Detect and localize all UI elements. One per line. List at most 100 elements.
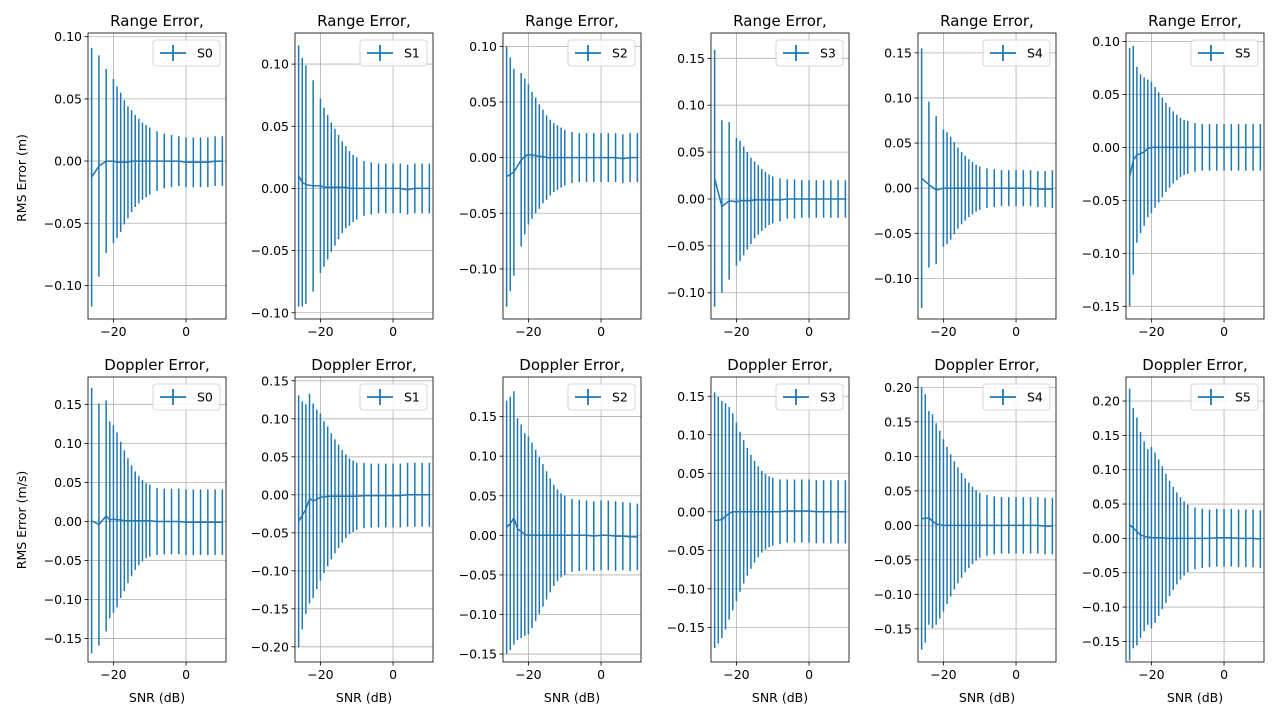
legend: S2 (567, 39, 636, 67)
legend: S1 (359, 39, 428, 67)
subplot-5: −20 0 −0.15 −0.10 −0.05 0.00 0.05 0.10 Range Err… (1082, 12, 1265, 339)
chart-title: Range Error, (1148, 12, 1242, 30)
x-axis-label: SNR (dB) (544, 690, 600, 705)
x-tick-label: −20 (515, 324, 541, 339)
x-axis-label: SNR (dB) (129, 690, 185, 705)
y-tick-label: 0.05 (261, 449, 289, 464)
legend-box (1190, 383, 1259, 411)
y-tick-label: 0.05 (1092, 497, 1120, 512)
axes-frame (917, 32, 1057, 320)
y-tick-label: −0.10 (667, 581, 705, 596)
y-tick-label: 0.10 (469, 39, 497, 54)
legend-box (567, 383, 636, 411)
x-tick-label: −20 (723, 667, 749, 682)
axes-frame (1125, 32, 1265, 320)
subplot-2: −20 0 −0.10 −0.05 0.00 0.05 0.10 Range Error, S2 (459, 12, 642, 339)
subplot-7: −20 0 −0.20 −0.15 −0.10 −0.05 0.00 0.05 0.10 0.15… (251, 356, 434, 705)
y-tick-label: 0.00 (1092, 140, 1120, 155)
legend-box (775, 383, 844, 411)
y-tick-label: −0.05 (251, 525, 289, 540)
legend: S5 (1190, 39, 1259, 67)
y-tick-label: 0.05 (469, 94, 497, 109)
y-tick-label: −0.10 (667, 285, 705, 300)
y-tick-label: 0.05 (54, 91, 82, 106)
y-tick-label: −0.10 (251, 305, 289, 320)
legend-label: S4 (1027, 390, 1043, 405)
x-tick-label: 0 (182, 324, 190, 339)
y-tick-label: 0.10 (469, 449, 497, 464)
y-tick-label: −0.05 (1082, 193, 1120, 208)
chart-title: Range Error, (733, 12, 827, 30)
series-line-S4 (921, 177, 1053, 191)
x-tick-label: −20 (723, 324, 749, 339)
y-tick-label: 0.00 (469, 150, 497, 165)
chart-title: Range Error, (110, 12, 204, 30)
legend: S1 (359, 383, 428, 411)
axes-frame (87, 32, 227, 320)
x-tick-label: −20 (1138, 324, 1164, 339)
y-tick-label: −0.10 (1082, 246, 1120, 261)
y-tick-label: −0.15 (1082, 299, 1120, 314)
y-tick-label: 0.05 (54, 475, 82, 490)
y-tick-label: 0.20 (884, 380, 912, 395)
legend: S2 (567, 383, 636, 411)
y-tick-label: 0.20 (1092, 394, 1120, 409)
y-tick-label: 0.00 (677, 191, 705, 206)
legend-label: S3 (820, 390, 836, 405)
x-tick-label: 0 (1220, 667, 1228, 682)
y-tick-label: 0.10 (884, 449, 912, 464)
y-tick-label: 0.05 (261, 119, 289, 134)
y-tick-label: 0.10 (677, 427, 705, 442)
y-tick-label: −0.05 (667, 238, 705, 253)
y-axis-label-doppler: RMS Error (m/s) (14, 471, 29, 569)
y-tick-label: −0.10 (459, 607, 497, 622)
y-tick-label: 0.15 (469, 409, 497, 424)
chart-title: Doppler Error, (104, 356, 209, 374)
y-tick-label: 0.00 (884, 181, 912, 196)
y-tick-label: 0.05 (1092, 87, 1120, 102)
axes-frame (87, 376, 227, 663)
y-tick-label: 0.00 (884, 518, 912, 533)
y-tick-label: 0.15 (677, 51, 705, 66)
y-tick-label: −0.10 (459, 261, 497, 276)
y-tick-label: −0.05 (44, 216, 82, 231)
chart-title: Doppler Error, (727, 356, 832, 374)
legend-box (152, 39, 221, 67)
chart-title: Range Error, (317, 12, 411, 30)
y-tick-label: −0.05 (1082, 565, 1120, 580)
legend-label: S5 (1235, 390, 1251, 405)
y-tick-label: −0.15 (44, 631, 82, 646)
axes-frame (710, 376, 850, 663)
legend-label: S0 (197, 46, 213, 61)
y-tick-label: −0.15 (251, 601, 289, 616)
x-tick-label: −20 (515, 667, 541, 682)
x-tick-label: 0 (1220, 324, 1228, 339)
legend-box (359, 39, 428, 67)
legend-label: S3 (820, 46, 836, 61)
series-line-S1 (297, 175, 430, 191)
y-tick-label: −0.15 (459, 647, 497, 662)
chart-title: Range Error, (940, 12, 1034, 30)
x-axis-label: SNR (dB) (336, 690, 392, 705)
subplot-0: −20 0 −0.10 −0.05 0.00 0.05 0.10 Range Error, S0 (44, 12, 227, 339)
y-tick-label: −0.15 (874, 621, 912, 636)
axes-frame (1125, 376, 1265, 663)
y-tick-label: 0.15 (1092, 428, 1120, 443)
subplot-10: −20 0 −0.15 −0.10 −0.05 0.00 0.05 0.10 0.15 0.20 D… (874, 356, 1057, 705)
legend-box (359, 383, 428, 411)
legend-label: S5 (1235, 46, 1251, 61)
y-tick-label: −0.05 (459, 206, 497, 221)
y-tick-label: −0.15 (1082, 634, 1120, 649)
axes-frame (710, 32, 850, 320)
x-tick-label: −20 (307, 324, 333, 339)
y-tick-label: 0.10 (261, 57, 289, 72)
y-tick-label: −0.10 (251, 563, 289, 578)
subplot-9: −20 0 −0.15 −0.10 −0.05 0.00 0.05 0.10 0.15 Doppl… (667, 356, 850, 705)
y-tick-label: 0.15 (677, 389, 705, 404)
x-tick-label: 0 (805, 667, 813, 682)
y-tick-label: −0.05 (874, 226, 912, 241)
legend-label: S0 (197, 390, 213, 405)
y-tick-label: 0.05 (884, 136, 912, 151)
series-line-S0 (90, 160, 223, 178)
